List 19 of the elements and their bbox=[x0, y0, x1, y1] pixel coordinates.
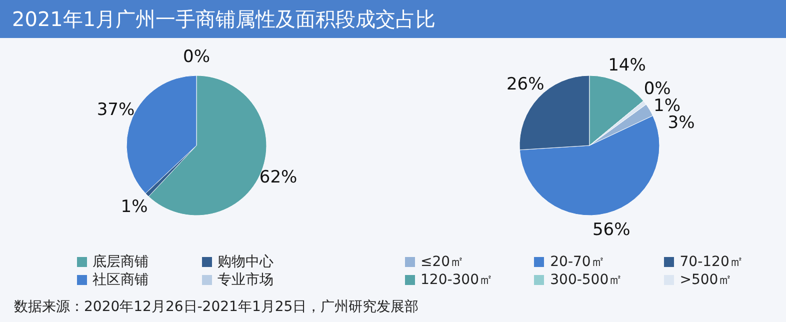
data-label: 62% bbox=[259, 167, 298, 188]
data-label: 1% bbox=[120, 197, 148, 218]
data-label: 26% bbox=[506, 74, 544, 95]
legend-label: 专业市场 bbox=[218, 271, 274, 289]
data-label: 37% bbox=[96, 100, 135, 120]
legend-label: ≤20㎡ bbox=[420, 253, 464, 271]
legend-label: 120-300㎡ bbox=[420, 271, 493, 289]
legend-label: 社区商铺 bbox=[92, 271, 148, 289]
legend-label: 70-120㎡ bbox=[680, 253, 744, 271]
chart-title: 2021年1月广州一手商铺属性及面积段成交占比 bbox=[0, 0, 786, 38]
legend-label: >500㎡ bbox=[680, 271, 732, 289]
legend-label: 300-500㎡ bbox=[550, 271, 623, 289]
source-note: 数据来源：2020年12月26日-2021年1月25日，广州研究发展部 bbox=[14, 298, 419, 316]
data-label: 14% bbox=[608, 55, 646, 76]
data-label: 56% bbox=[592, 220, 630, 240]
legend-label: 底层商铺 bbox=[92, 253, 148, 271]
text: 0% bbox=[183, 46, 210, 67]
legend-label: 20-70㎡ bbox=[550, 253, 605, 271]
legend-label: 购物中心 bbox=[218, 253, 274, 271]
